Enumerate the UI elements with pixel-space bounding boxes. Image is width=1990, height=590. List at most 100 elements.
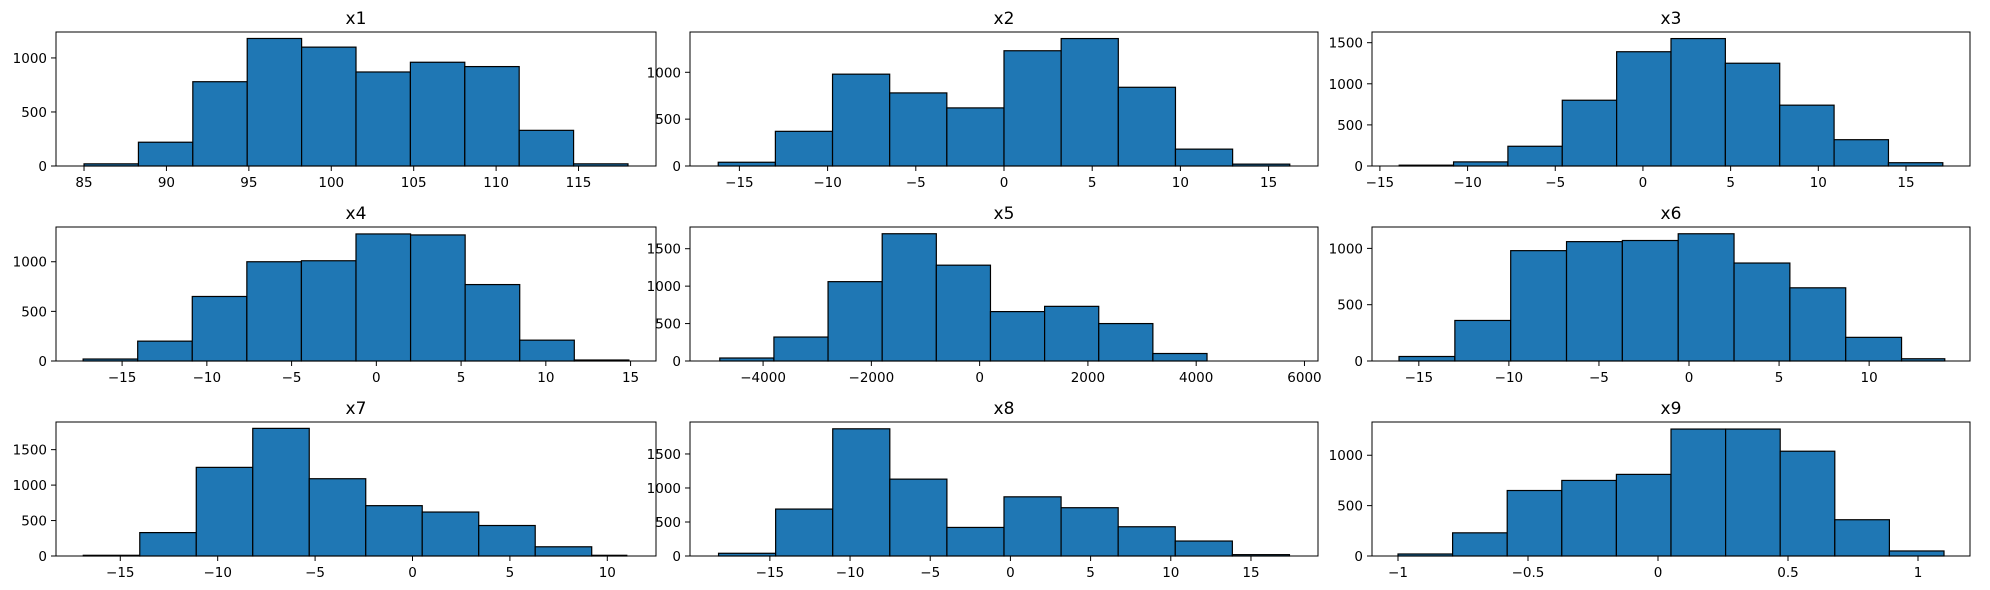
histogram-x8-ytick-label-0: 0 — [672, 549, 681, 565]
histogram-x4-xtick-label-2: −5 — [282, 370, 302, 386]
histogram-x8-xtick-label-1: −10 — [836, 565, 865, 581]
histogram-x7-xtick-label-2: −5 — [305, 565, 325, 581]
histogram-x4-xtick-label-1: −10 — [193, 370, 222, 386]
histogram-x6-bar-1 — [1454, 319, 1512, 362]
histogram-x5-title: x5 — [994, 204, 1015, 224]
histogram-x5-bar-7 — [1098, 322, 1154, 362]
histogram-x2-xtick-label-0: −15 — [725, 175, 754, 191]
histogram-x4-bar-5 — [355, 233, 412, 362]
histogram-x9-bar-6 — [1724, 428, 1781, 557]
histogram-x3-xtick-label-1: −10 — [1453, 175, 1482, 191]
histogram-x4-title: x4 — [346, 204, 367, 224]
histogram-x3-bar-2 — [1507, 145, 1563, 167]
histogram-x4-axes-frame — [55, 226, 657, 362]
histogram-x4-bar-7 — [464, 283, 521, 362]
histogram-x3-bar-1 — [1452, 161, 1509, 167]
histogram-x1-ytick-label-2: 1000 — [13, 51, 47, 67]
histogram-x5-ytick-label-2: 1000 — [647, 279, 681, 295]
histogram-x3-ytick-label-3: 1500 — [1329, 36, 1363, 52]
histogram-x6-bar-3 — [1565, 241, 1623, 362]
histogram-x9-bar-7 — [1779, 450, 1836, 557]
histogram-x2-ytick-label-2: 1000 — [647, 65, 681, 81]
histogram-x8-bar-1 — [775, 508, 834, 557]
histogram-x9-xtick-label-3: 0.5 — [1777, 565, 1798, 581]
histogram-x5-bar-5 — [989, 310, 1046, 362]
histogram-x4-xtick-label-6: 15 — [622, 370, 639, 386]
histogram-x2-bar-4 — [946, 107, 1005, 167]
histogram-x1-xtick-label-3: 100 — [318, 175, 344, 191]
histogram-x2-xtick-label-1: −10 — [813, 175, 842, 191]
histogram-x7-ytick-label-1: 500 — [21, 514, 47, 530]
histogram-x9-bar-8 — [1834, 519, 1891, 557]
histogram-x1-bar-1 — [137, 141, 194, 167]
histogram-x5-xtick-label-4: 4000 — [1179, 370, 1213, 386]
histogram-x7-bar-7 — [478, 524, 536, 557]
histogram-x2-xtick-label-2: −5 — [906, 175, 926, 191]
histogram-x2-xtick-label-6: 15 — [1260, 175, 1277, 191]
histogram-x5-xtick-label-1: −2000 — [849, 370, 895, 386]
histogram-x5-bar-3 — [881, 233, 937, 362]
histogram-x2-bar-6 — [1060, 37, 1119, 167]
histogram-x8-bar-2 — [832, 428, 891, 557]
histogram-x4-bar-6 — [409, 234, 466, 362]
histogram-x4-bar-4 — [300, 260, 357, 362]
histogram-x6-title: x6 — [1661, 204, 1682, 224]
histogram-x1-panel: 85 90 95 100 105 110 115 0 500 1000 x1 — [13, 9, 657, 191]
histogram-x9-xtick-label-0: −1 — [1388, 565, 1408, 581]
histogram-x1-bar-2 — [192, 81, 248, 167]
histogram-x7-bar-5 — [365, 505, 423, 557]
histogram-x2-bar-1 — [774, 130, 834, 167]
histogram-x5-bar-8 — [1152, 352, 1208, 362]
histogram-x8-ytick-label-3: 1500 — [647, 447, 681, 463]
histogram-x3-bar-6 — [1724, 62, 1781, 167]
histogram-x8-bar-5 — [1003, 496, 1062, 557]
histogram-x5-ytick-label-0: 0 — [672, 354, 681, 370]
histogram-x8-bar-3 — [889, 478, 948, 557]
histogram-x4-bar-2 — [191, 295, 248, 362]
histogram-x7-xtick-label-1: −10 — [203, 565, 232, 581]
histogram-x8-bar-7 — [1117, 526, 1176, 557]
histogram-x2-xtick-label-3: 0 — [1000, 175, 1009, 191]
histogram-x5-bar-1 — [773, 336, 829, 362]
histogram-x2-bar-7 — [1117, 86, 1177, 167]
histogram-x1-title: x1 — [346, 9, 367, 29]
histogram-x5-axes-frame — [689, 226, 1319, 362]
histogram-x1-bar-5 — [355, 71, 411, 167]
histogram-x2-panel: −15 −10 −5 0 5 10 15 0 500 1000 x2 — [647, 9, 1319, 191]
histogram-x1-xtick-label-0: 85 — [75, 175, 92, 191]
histogram-x6-bar-6 — [1733, 262, 1791, 362]
histogram-x8-xtick-label-3: 0 — [1006, 565, 1015, 581]
histogram-x1-axes-frame — [55, 31, 657, 167]
histogram-x6-bar-0 — [1398, 355, 1456, 362]
histogram-x8-xtick-label-4: 5 — [1086, 565, 1095, 581]
histogram-x3-xtick-label-2: −5 — [1545, 175, 1565, 191]
histogram-x2-bar-2 — [831, 73, 891, 167]
histogram-x3-title: x3 — [1661, 9, 1682, 29]
histogram-x7-xtick-label-0: −15 — [106, 565, 135, 581]
histogram-x2-bar-8 — [1174, 148, 1234, 167]
histogram-x6-ytick-label-2: 1000 — [1329, 241, 1363, 257]
histogram-x2-xtick-label-5: 10 — [1172, 175, 1189, 191]
histogram-x7-xtick-label-5: 10 — [599, 565, 616, 581]
histogram-x2-bar-5 — [1003, 50, 1062, 167]
histogram-x6-bar-4 — [1621, 239, 1679, 362]
histogram-x4-xtick-label-3: 0 — [372, 370, 381, 386]
histogram-x3-bar-7 — [1779, 104, 1835, 167]
histogram-x4-ytick-label-2: 1000 — [13, 255, 47, 271]
histogram-x8-xtick-label-6: 15 — [1242, 565, 1259, 581]
histogram-x9-axes-frame — [1371, 421, 1971, 557]
histogram-x3-bar-5 — [1670, 37, 1726, 167]
histogram-x9-bar-1 — [1451, 532, 1508, 557]
histogram-x8-ytick-label-1: 500 — [655, 515, 681, 531]
histogram-x8-xtick-label-2: −5 — [920, 565, 940, 581]
histogram-x2-ytick-label-1: 500 — [655, 112, 681, 128]
histogram-x7-ytick-label-3: 1500 — [13, 443, 47, 459]
histogram-x7-bar-3 — [252, 427, 310, 557]
histogram-x8-axes-frame — [689, 421, 1319, 557]
histogram-x4-xtick-label-0: −15 — [108, 370, 137, 386]
histogram-x9-xtick-label-2: 0 — [1654, 565, 1663, 581]
histogram-x9-bar-3 — [1561, 479, 1618, 557]
histogram-x1-xtick-label-4: 105 — [401, 175, 427, 191]
histogram-x8-title: x8 — [994, 399, 1015, 419]
